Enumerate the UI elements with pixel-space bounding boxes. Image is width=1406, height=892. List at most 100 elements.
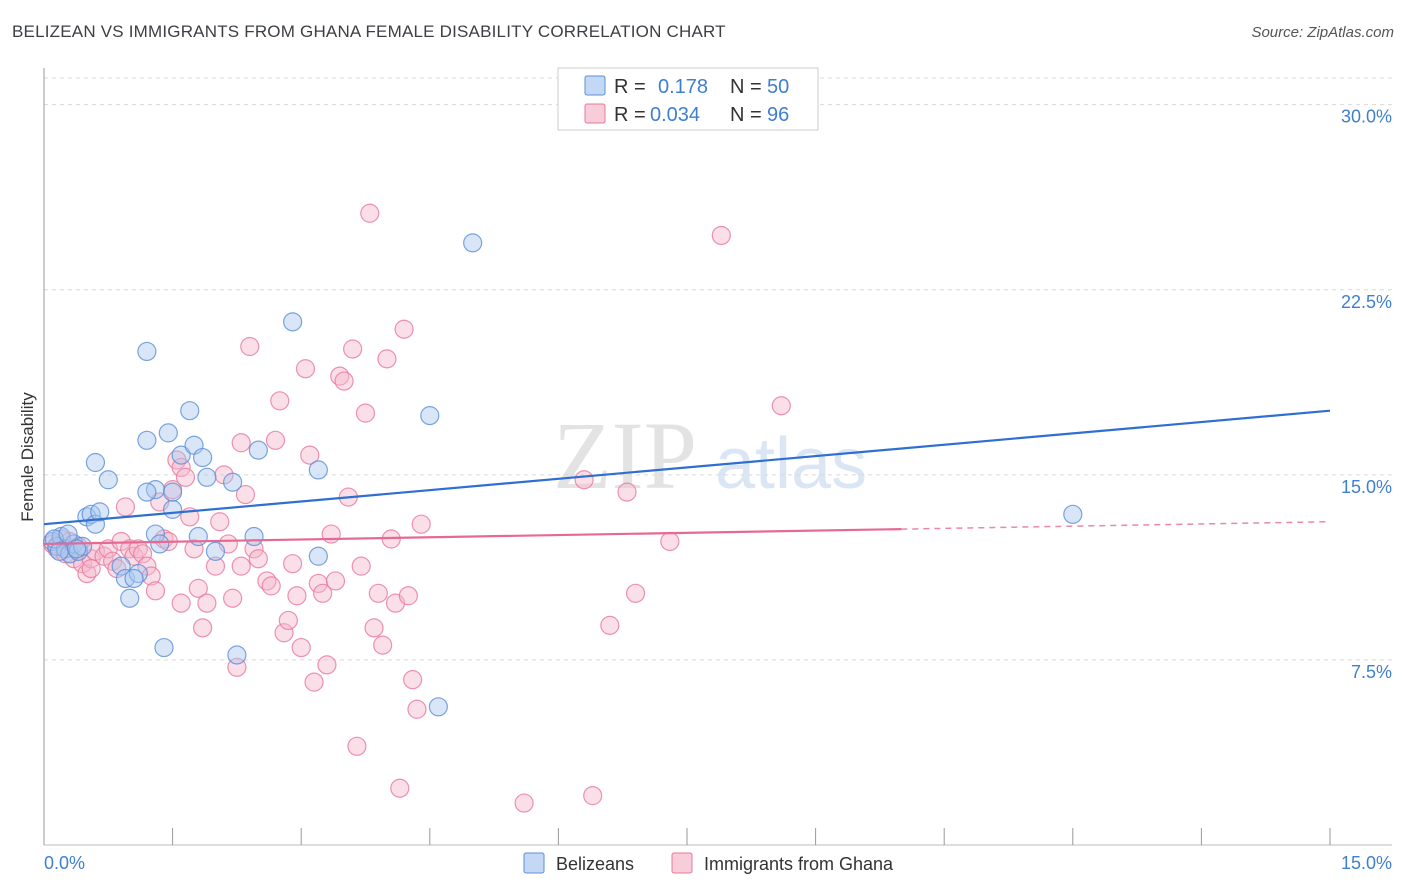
ghana-point <box>265 430 286 450</box>
ghana-point <box>184 539 204 559</box>
belizean-point <box>463 233 483 253</box>
ghana-point <box>145 581 166 601</box>
legend-n-label-2: N = <box>730 104 762 126</box>
belizean-point <box>137 482 157 502</box>
ghana-point <box>711 225 731 246</box>
legend-n-label-1: N = <box>730 76 762 98</box>
ghana-point <box>368 583 388 603</box>
legend-r-value-2: 0.034 <box>650 104 700 126</box>
belizean-point <box>124 568 144 589</box>
ghana-point <box>205 556 226 576</box>
belizean-point <box>171 445 191 465</box>
series-belizeans-points <box>42 233 1083 717</box>
belizean-point <box>308 460 328 480</box>
y-tick-label: 30.0% <box>1341 107 1392 127</box>
ghana-point <box>132 544 153 564</box>
ghana-point <box>231 433 251 453</box>
ghana-point <box>347 736 367 756</box>
ghana-point <box>600 615 620 635</box>
ghana-point <box>291 637 311 658</box>
belizean-point <box>223 472 243 492</box>
trend-line-ghana <box>43 528 902 546</box>
bottom-legend: Belizeans Immigrants from Ghana <box>523 852 894 874</box>
legend-n-value-1: 50 <box>767 76 789 98</box>
ghana-point <box>317 655 337 675</box>
source-label: Source: ZipAtlas.com <box>1251 24 1394 41</box>
ghana-point <box>278 610 298 631</box>
ghana-point <box>660 531 680 552</box>
bottom-legend-swatch-ghana <box>671 852 693 874</box>
legend-swatch-ghana <box>584 103 606 124</box>
ghana-point <box>295 359 316 379</box>
watermark-zip: ZIP <box>553 402 697 509</box>
ghana-point <box>403 670 423 690</box>
belizean-point <box>111 556 131 576</box>
trend-lines <box>43 409 1331 546</box>
ghana-point <box>188 578 208 598</box>
belizean-point <box>197 467 217 487</box>
belizean-point <box>163 482 183 502</box>
belizean-point <box>308 546 328 566</box>
belizean-point <box>137 341 157 362</box>
y-axis-label: Female Disability <box>18 392 37 522</box>
ghana-point <box>240 336 260 357</box>
ghana-point <box>248 549 268 569</box>
trend-line-belizeans <box>43 409 1331 526</box>
belizean-point <box>193 447 213 468</box>
ghana-point <box>355 403 376 423</box>
ghana-point <box>351 556 371 576</box>
ghana-point <box>300 445 320 465</box>
ghana-point <box>231 556 251 576</box>
ghana-point <box>574 470 594 490</box>
legend-n-value-2: 96 <box>767 104 789 126</box>
x-tick-label-max: 15.0% <box>1341 853 1392 873</box>
ghana-point <box>411 514 431 534</box>
legend-r-value-1: 0.178 <box>658 76 708 98</box>
belizean-point <box>244 526 264 547</box>
ghana-point <box>360 203 380 223</box>
ghana-point <box>617 482 637 502</box>
ghana-point <box>210 512 230 532</box>
ghana-point <box>261 576 281 596</box>
ghana-point <box>313 583 333 603</box>
ghana-point <box>171 593 191 613</box>
ghana-point <box>364 618 384 638</box>
ghana-point <box>583 786 603 806</box>
ghana-point <box>115 497 136 517</box>
x-tick-label-min: 0.0% <box>44 853 85 873</box>
ghana-point <box>270 391 290 411</box>
ghana-point <box>321 524 341 544</box>
legend-swatch-belizeans <box>584 75 606 96</box>
bottom-legend-swatch-belizeans <box>523 852 545 874</box>
ghana-point <box>334 371 354 391</box>
y-tick-label: 7.5% <box>1351 662 1392 682</box>
belizean-point <box>150 534 170 554</box>
ghana-point <box>325 571 346 591</box>
legend-r-label-2: R = <box>614 104 646 126</box>
chart-title: BELIZEAN VS IMMIGRANTS FROM GHANA FEMALE… <box>12 22 726 41</box>
belizean-point <box>1063 504 1083 524</box>
belizean-point <box>158 423 178 443</box>
belizean-point <box>85 452 106 473</box>
ghana-point <box>197 593 217 613</box>
ghana-point <box>390 778 410 798</box>
trend-line-ghana-extrapolated <box>901 520 1331 530</box>
ghana-point <box>398 586 418 606</box>
belizean-point <box>120 588 140 608</box>
ghana-point <box>394 319 414 339</box>
y-tick-label: 22.5% <box>1341 292 1392 312</box>
belizean-point <box>180 401 200 421</box>
bottom-legend-ghana: Immigrants from Ghana <box>704 854 894 874</box>
ghana-point <box>274 623 294 643</box>
belizean-point <box>428 697 448 717</box>
legend-r-label-1: R = <box>614 76 646 98</box>
ghana-point <box>81 559 101 579</box>
belizean-point <box>90 502 110 522</box>
belizean-point <box>188 526 208 547</box>
legend-box: R = 0.178 N = 50 R = 0.034 N = 96 <box>557 67 819 131</box>
belizean-point <box>98 470 118 490</box>
x-tick-marks <box>172 828 1331 845</box>
ghana-point <box>304 672 324 692</box>
ghana-point <box>193 618 213 638</box>
